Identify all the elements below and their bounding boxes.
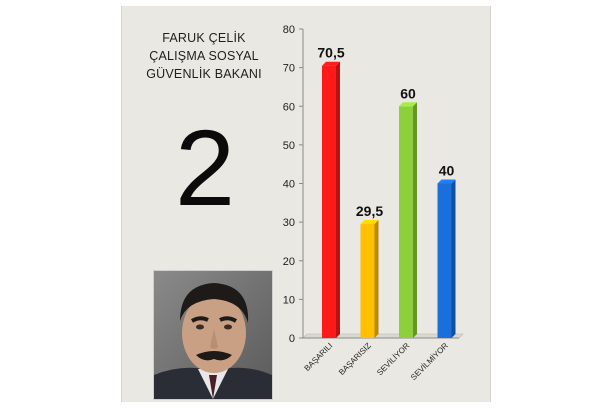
title-line-name: FARUK ÇELİK <box>162 31 246 45</box>
bar-top <box>360 220 379 225</box>
y-axis: 0 10 20 30 40 50 60 70 80 <box>283 24 464 345</box>
bar-front <box>399 106 413 338</box>
bar <box>360 220 379 338</box>
y-tick-label: 0 <box>289 333 295 345</box>
category-label: SEVİLMİYOR <box>409 341 450 382</box>
rank-number: 2 <box>174 107 236 228</box>
title-line-ministry-2: GÜVENLİK BAKANI <box>146 67 262 81</box>
data-label: 60 <box>400 85 416 101</box>
category-label: SEVİLİYOR <box>375 341 411 377</box>
minister-title: FARUK ÇELİK ÇALIŞMA SOSYAL GÜVENLİK BAKA… <box>146 29 262 83</box>
y-tick-label: 60 <box>283 101 295 113</box>
bar-front <box>360 224 375 338</box>
bar <box>322 61 340 338</box>
bar-top <box>322 61 340 66</box>
bar-side <box>374 220 379 338</box>
bar <box>399 102 417 338</box>
data-label: 29,5 <box>356 203 383 219</box>
bar-front <box>322 65 336 338</box>
bar-top <box>399 102 417 107</box>
y-tick-label: 80 <box>283 24 295 36</box>
bars <box>322 61 456 338</box>
y-tick-label: 20 <box>283 256 295 268</box>
portrait-icon <box>154 271 272 399</box>
bar-side <box>451 179 456 338</box>
y-tick-label: 30 <box>283 217 295 229</box>
bar-top <box>437 179 456 184</box>
bar-side <box>413 102 417 338</box>
category-label: BAŞARISIZ <box>337 341 373 377</box>
portrait-photo <box>153 270 273 400</box>
data-label: 70,5 <box>317 45 344 61</box>
y-tick-label: 70 <box>283 63 295 75</box>
y-tick-label: 40 <box>283 179 295 191</box>
title-line-ministry-1: ÇALIŞMA SOSYAL <box>149 49 259 63</box>
y-tick-label: 10 <box>283 294 295 306</box>
bar-side <box>336 61 340 338</box>
data-label: 40 <box>439 163 455 179</box>
bar-front <box>437 183 452 338</box>
bar <box>437 179 456 338</box>
category-label: BAŞARILI <box>303 341 335 373</box>
y-tick-label: 50 <box>283 140 295 152</box>
